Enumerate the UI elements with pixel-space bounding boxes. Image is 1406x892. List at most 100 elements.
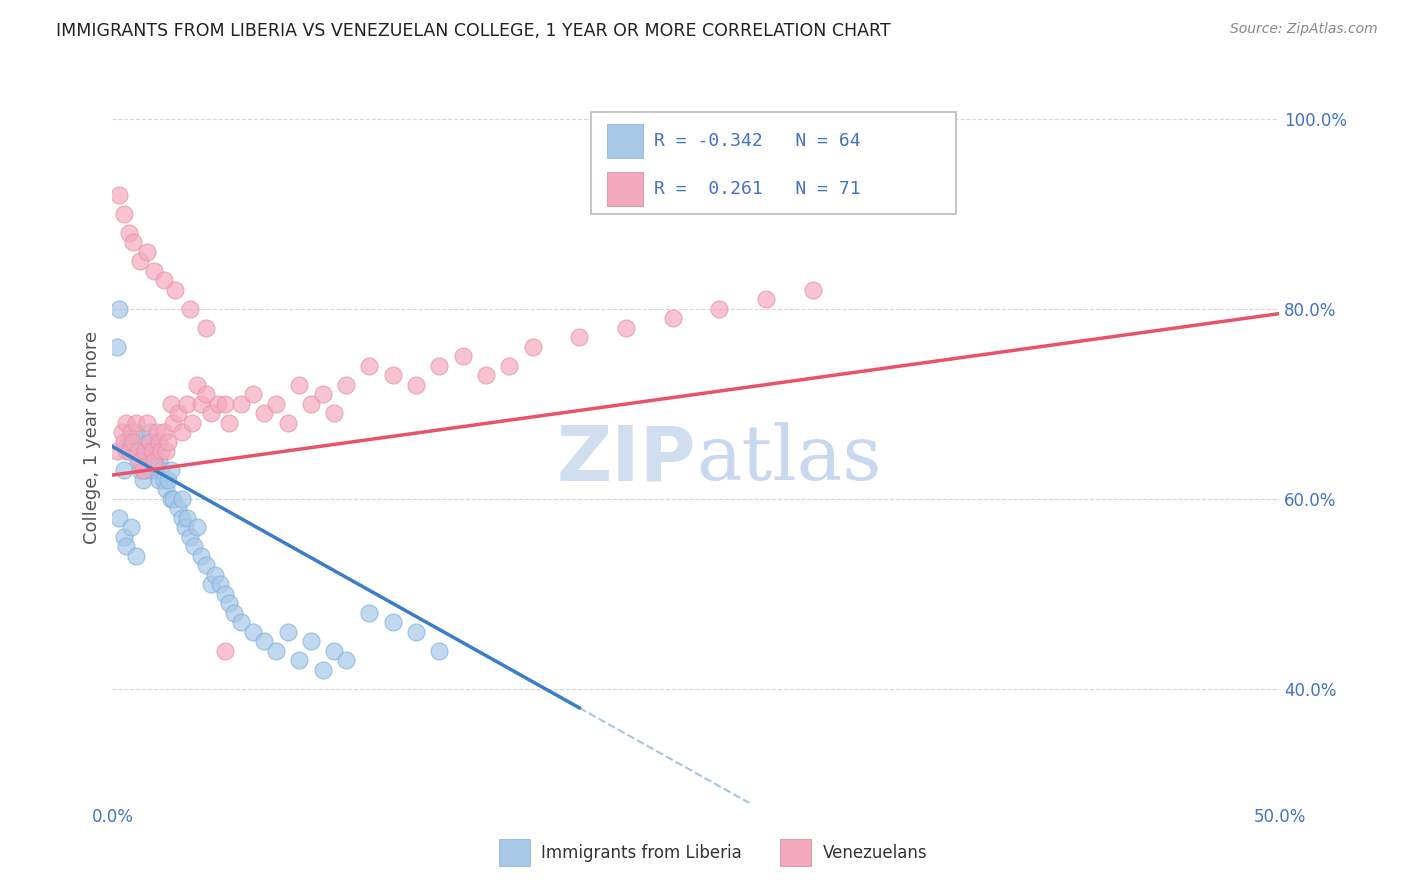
Point	[166, 406, 188, 420]
Point	[143, 444, 166, 458]
Point	[405, 624, 427, 639]
Point	[179, 530, 201, 544]
Point	[165, 283, 187, 297]
Point	[381, 615, 404, 630]
Point	[112, 530, 135, 544]
Point	[229, 397, 252, 411]
Point	[242, 624, 264, 639]
Point	[157, 434, 180, 449]
Point	[427, 359, 450, 373]
Point	[755, 293, 778, 307]
Point	[299, 634, 322, 648]
Point	[134, 444, 156, 458]
Point	[208, 577, 231, 591]
Point	[176, 511, 198, 525]
Point	[120, 434, 142, 449]
Point	[125, 416, 148, 430]
Point	[498, 359, 520, 373]
Point	[136, 444, 159, 458]
Point	[200, 406, 222, 420]
Point	[381, 368, 404, 383]
Point	[112, 434, 135, 449]
Point	[136, 416, 159, 430]
Point	[141, 463, 163, 477]
Point	[186, 520, 208, 534]
Point	[253, 634, 276, 648]
Point	[127, 444, 149, 458]
Point	[155, 444, 177, 458]
Point	[105, 444, 128, 458]
Point	[288, 653, 311, 667]
Point	[335, 653, 357, 667]
Point	[183, 539, 205, 553]
Point	[136, 434, 159, 449]
Point	[405, 377, 427, 392]
Point	[105, 340, 128, 354]
Point	[160, 491, 183, 506]
Point	[120, 520, 142, 534]
Point	[146, 425, 169, 440]
Point	[359, 359, 381, 373]
Point	[132, 473, 155, 487]
Point	[122, 235, 145, 250]
Point	[115, 416, 138, 430]
Point	[323, 406, 346, 420]
Point	[108, 301, 131, 316]
Point	[475, 368, 498, 383]
Point	[153, 273, 176, 287]
Point	[242, 387, 264, 401]
Point	[253, 406, 276, 420]
Point	[229, 615, 252, 630]
Point	[146, 463, 169, 477]
Point	[276, 624, 298, 639]
Point	[194, 558, 217, 573]
Point	[194, 321, 217, 335]
Point	[180, 416, 202, 430]
Point	[160, 463, 183, 477]
Y-axis label: College, 1 year or more: College, 1 year or more	[83, 331, 101, 543]
Point	[141, 444, 163, 458]
Point	[118, 226, 141, 240]
Point	[214, 644, 236, 658]
Point	[172, 425, 194, 440]
Point	[311, 387, 333, 401]
Text: R = -0.342   N = 64: R = -0.342 N = 64	[654, 132, 860, 150]
Point	[155, 483, 177, 497]
Point	[122, 444, 145, 458]
Point	[568, 330, 591, 344]
Point	[222, 606, 245, 620]
Text: R =  0.261   N = 71: R = 0.261 N = 71	[654, 179, 860, 197]
Point	[111, 425, 134, 440]
Point	[214, 397, 236, 411]
Point	[186, 377, 208, 392]
Point	[143, 454, 166, 468]
Point	[129, 463, 152, 477]
Point	[139, 425, 162, 440]
Point	[108, 187, 131, 202]
Point	[150, 463, 173, 477]
Point	[118, 444, 141, 458]
Point	[112, 463, 135, 477]
Point	[162, 491, 184, 506]
Point	[427, 644, 450, 658]
Point	[112, 207, 135, 221]
Point	[125, 425, 148, 440]
Point	[264, 397, 287, 411]
Point	[108, 511, 131, 525]
Point	[179, 301, 201, 316]
Point	[214, 587, 236, 601]
Point	[709, 301, 731, 316]
Point	[150, 444, 173, 458]
Point	[134, 463, 156, 477]
Point	[204, 567, 226, 582]
Point	[153, 425, 176, 440]
Point	[200, 577, 222, 591]
Point	[661, 311, 683, 326]
Text: Source: ZipAtlas.com: Source: ZipAtlas.com	[1230, 22, 1378, 37]
Point	[264, 644, 287, 658]
Point	[143, 264, 166, 278]
Point	[218, 416, 240, 430]
Point	[801, 283, 824, 297]
Point	[115, 444, 138, 458]
Point	[136, 244, 159, 259]
